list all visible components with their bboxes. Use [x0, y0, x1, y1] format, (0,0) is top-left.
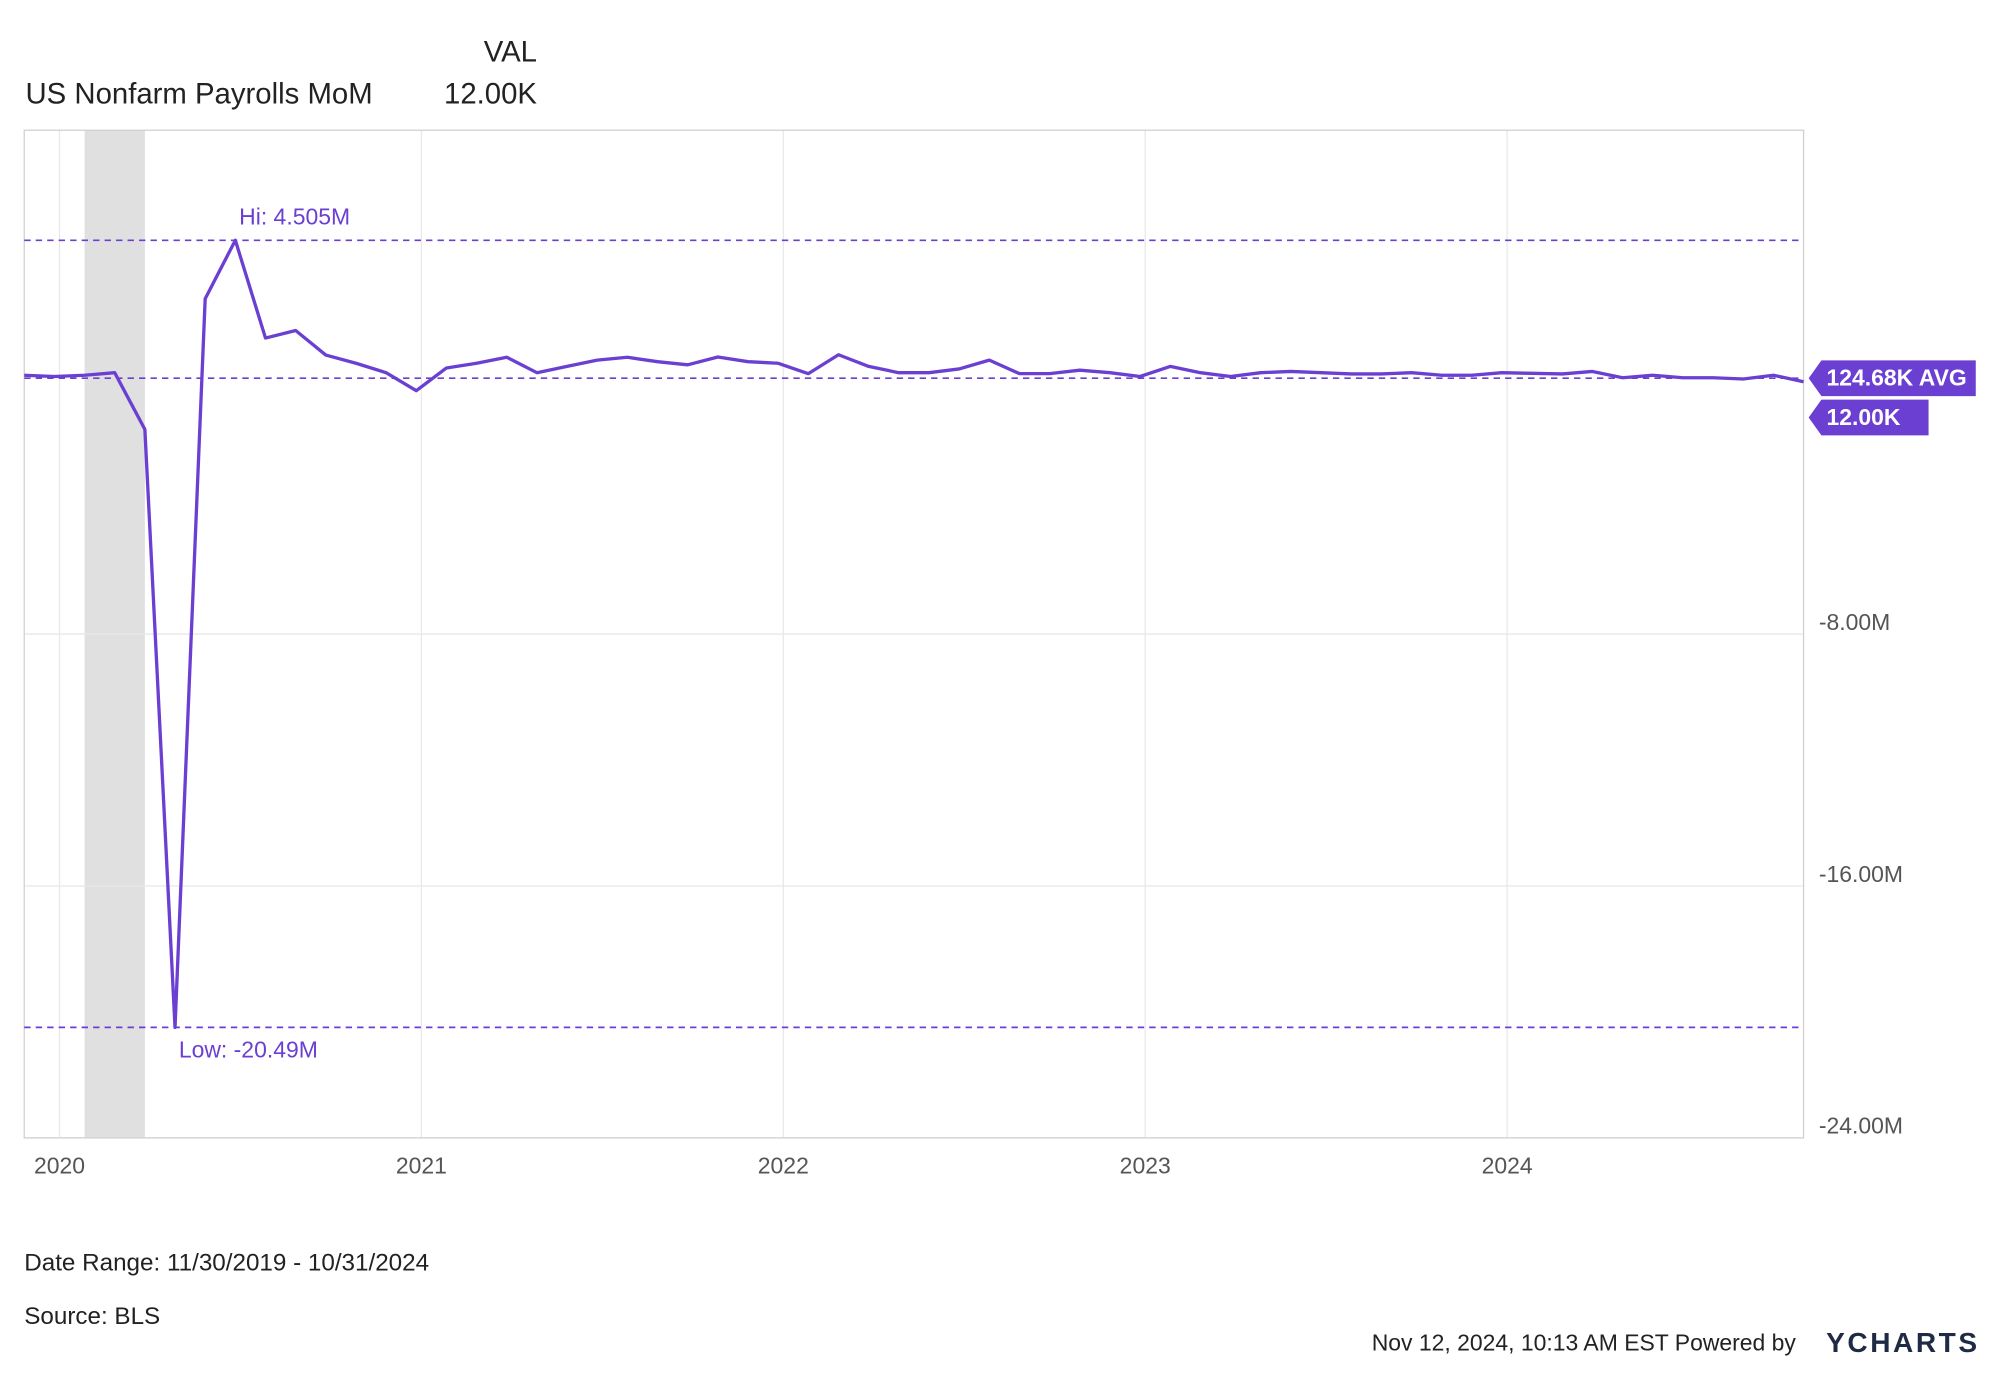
x-tick-label: 2020 [34, 1152, 85, 1178]
date-range: Date Range: 11/30/2019 - 10/31/2024 [24, 1250, 429, 1277]
x-tick-label: 2023 [1120, 1152, 1171, 1178]
low-label: Low: -20.49M [179, 1037, 318, 1063]
average-label: 124.68K AVG [1827, 365, 1967, 391]
y-tick-label: -16.00M [1819, 861, 1903, 887]
latest-label: 12.00K [1827, 404, 1901, 430]
source: Source: BLS [24, 1303, 160, 1330]
x-tick-label: 2022 [758, 1152, 809, 1178]
legend-entry: US Nonfarm Payrolls MoM [26, 78, 373, 111]
hi-label: Hi: 4.505M [239, 204, 350, 230]
value-header: VAL [484, 35, 537, 68]
average-tag [1808, 360, 1976, 397]
x-tick-label: 2021 [396, 1152, 447, 1178]
plot-border [23, 129, 1805, 1139]
legend-value: 12.00K [444, 78, 537, 111]
series-line [24, 238, 1804, 1030]
timestamp: Nov 12, 2024, 10:13 AM EST Powered by [1372, 1330, 1797, 1356]
y-tick-label: -8.00M [1819, 609, 1890, 635]
y-tick-label: -24.00M [1819, 1113, 1903, 1139]
latest-tag [1808, 399, 1929, 436]
brand-logo: YCHARTS [1826, 1327, 1979, 1358]
x-tick-label: 2024 [1482, 1152, 1533, 1178]
